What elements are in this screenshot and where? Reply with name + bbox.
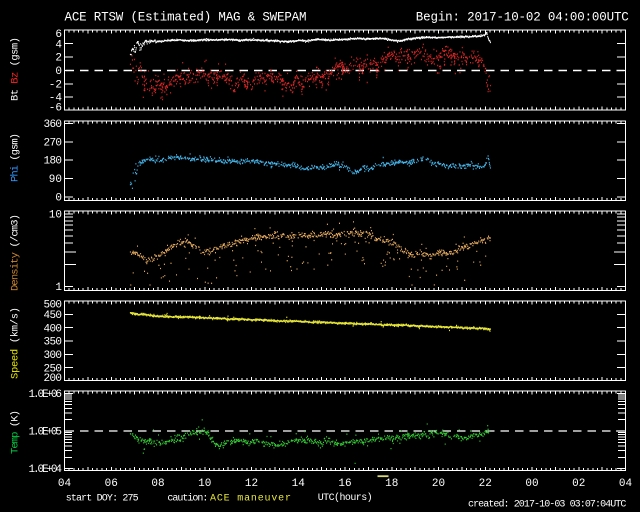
svg-text:180: 180: [44, 156, 63, 168]
svg-text:-6: -6: [49, 102, 62, 114]
svg-text:10: 10: [198, 478, 211, 490]
svg-text:06: 06: [105, 478, 118, 490]
svg-text:10: 10: [49, 210, 62, 222]
svg-text:20: 20: [432, 478, 445, 490]
svg-text:start DOY: 275: start DOY: 275: [66, 494, 139, 505]
svg-text:Density (/cm3): Density (/cm3): [10, 214, 22, 291]
svg-text:1.0E+05: 1.0E+05: [29, 426, 63, 438]
svg-text:Begin: 2017-10-02 04:00:00UTC: Begin: 2017-10-02 04:00:00UTC: [416, 11, 629, 25]
svg-text:200: 200: [44, 373, 63, 385]
svg-text:0: 0: [55, 66, 62, 78]
svg-text:1.0E+06: 1.0E+06: [29, 389, 63, 401]
svg-text:4: 4: [55, 39, 62, 51]
svg-text:caution:: caution:: [167, 493, 208, 505]
svg-text:500: 500: [44, 300, 63, 312]
svg-text:14: 14: [292, 478, 306, 490]
svg-text:02: 02: [572, 478, 585, 490]
svg-text:350: 350: [44, 337, 63, 349]
svg-text:-2: -2: [49, 79, 62, 91]
svg-text:ACE RTSW (Estimated) MAG & SWE: ACE RTSW (Estimated) MAG & SWEPAM: [65, 11, 307, 25]
svg-text:Bt Bz (gsm): Bt Bz (gsm): [10, 37, 22, 101]
svg-text:12: 12: [245, 478, 258, 490]
svg-text:90: 90: [49, 174, 62, 186]
svg-text:1: 1: [55, 282, 62, 294]
svg-text:6: 6: [55, 29, 62, 41]
svg-text:created: 2017-10-03 03:07:04UT: created: 2017-10-03 03:07:04UTC: [468, 499, 626, 511]
svg-text:08: 08: [151, 478, 164, 490]
svg-text:400: 400: [44, 323, 63, 335]
svg-text:UTC(hours): UTC(hours): [318, 492, 373, 504]
svg-text:Phi (gsm): Phi (gsm): [10, 133, 22, 182]
svg-text:270: 270: [44, 137, 63, 149]
svg-text:Temp (K): Temp (K): [10, 410, 22, 454]
svg-text:1.0E+04: 1.0E+04: [29, 464, 63, 476]
svg-text:300: 300: [44, 350, 63, 362]
svg-text:Speed (km/s): Speed (km/s): [10, 307, 22, 379]
svg-text:04: 04: [58, 478, 72, 490]
svg-text:18: 18: [385, 478, 398, 490]
svg-text:450: 450: [44, 310, 63, 322]
svg-text:-4: -4: [49, 93, 63, 105]
svg-text:04: 04: [619, 478, 633, 490]
svg-text:00: 00: [525, 478, 538, 490]
svg-text:2: 2: [55, 53, 62, 65]
svg-text:ACE maneuver: ACE maneuver: [210, 494, 291, 505]
svg-text:250: 250: [44, 363, 63, 375]
svg-text:0: 0: [55, 192, 62, 204]
svg-text:16: 16: [338, 478, 351, 490]
svg-text:360: 360: [44, 119, 63, 131]
svg-text:22: 22: [479, 478, 492, 490]
